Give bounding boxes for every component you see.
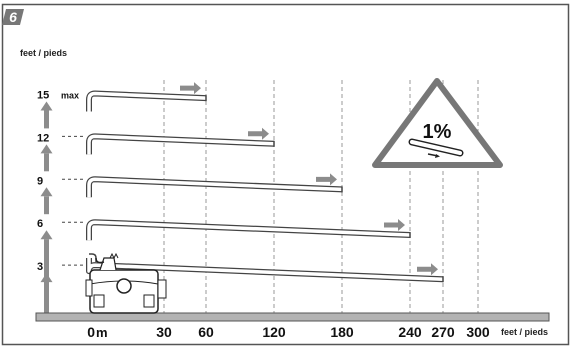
pipe-run-6	[86, 219, 411, 241]
slope-warning-sign: 1%	[372, 78, 503, 168]
pipe-runs	[86, 90, 444, 283]
distance-tick-300: 300	[466, 324, 490, 340]
step-badge-number: 6	[9, 9, 17, 25]
rise-arrow-segment-6	[44, 239, 49, 258]
rise-arrow-segment-9	[44, 196, 49, 215]
pipe-run-12	[86, 133, 275, 155]
height-label-9: 9	[37, 175, 43, 187]
distance-tick-30: 30	[156, 324, 172, 340]
pipe-run-9	[86, 176, 343, 198]
pipe-run-15	[86, 90, 207, 112]
slope-percent-label: 1%	[423, 121, 452, 143]
rise-arrowhead-9	[40, 187, 53, 197]
floor	[35, 312, 550, 322]
height-unit-label: feet / pieds	[20, 48, 67, 58]
flow-arrow-9	[316, 173, 337, 186]
flow-arrows	[180, 82, 438, 276]
height-label-3: 3	[37, 261, 43, 273]
rise-arrowhead-15	[40, 101, 53, 111]
distance-tick-270: 270	[431, 324, 455, 340]
distance-tick-0: 0	[87, 324, 95, 340]
pump-outlet-connection	[89, 253, 97, 262]
height-label-15: 15	[37, 90, 49, 102]
step-badge: 6	[2, 9, 24, 25]
distance-tick-unit: m	[96, 325, 108, 340]
rise-arrowhead-6	[40, 230, 53, 240]
distance-tick-60: 60	[198, 324, 214, 340]
height-labels: 15 max 12 9 6 3	[37, 90, 86, 273]
distance-tick-240: 240	[398, 324, 422, 340]
rise-arrow-segment-15	[44, 110, 49, 129]
height-max-label: max	[61, 91, 79, 101]
height-label-6: 6	[37, 218, 43, 230]
height-label-12: 12	[37, 132, 49, 144]
rise-arrow-segment-12	[44, 153, 49, 172]
vertical-rise-arrow	[40, 101, 53, 313]
pump-unit	[85, 252, 167, 314]
sloped-pipe-icon	[408, 138, 464, 158]
outer-border	[1, 3, 570, 346]
distance-tick-180: 180	[330, 324, 354, 340]
rise-arrowhead-12	[40, 144, 53, 154]
pipe-run-3	[86, 258, 444, 283]
flow-arrow-6	[384, 219, 405, 232]
flow-arrow-15	[180, 82, 201, 95]
flow-arrow-12	[248, 127, 269, 140]
distance-axis-labels: 0 m 30 60 120 180 240 270 300	[87, 324, 490, 340]
rise-arrowhead-3	[40, 273, 53, 283]
distance-unit-label: feet / pieds	[501, 327, 548, 337]
flow-arrow-3	[417, 263, 438, 276]
distance-tick-120: 120	[262, 324, 286, 340]
